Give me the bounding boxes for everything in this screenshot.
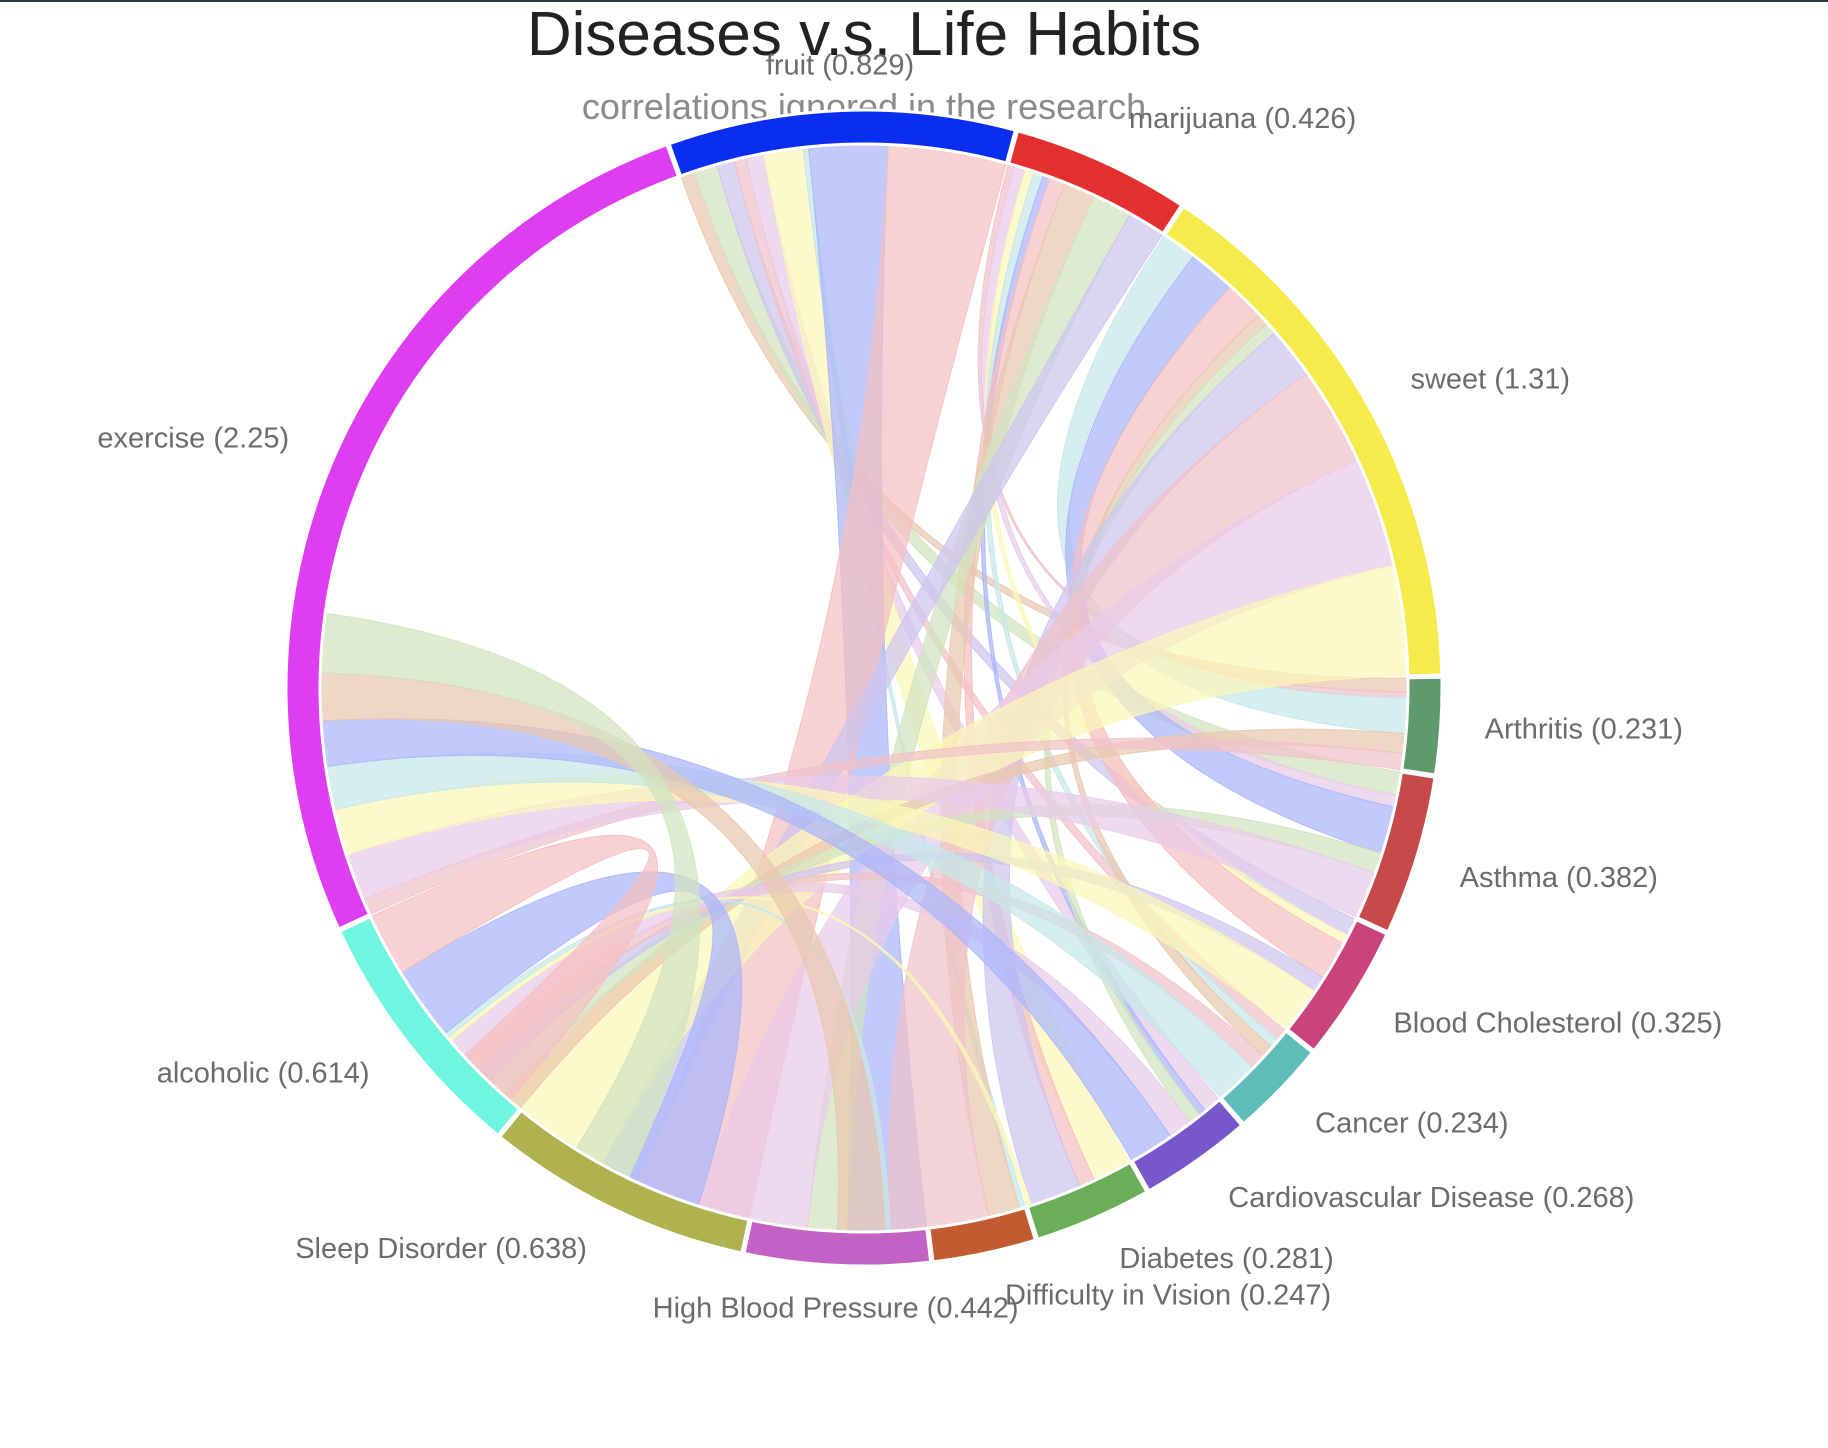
chart-title: Diseases v.s. Life Habits — [526, 0, 1202, 69]
arc-high-blood-pressure[interactable] — [742, 1218, 933, 1268]
arc-diabetes[interactable] — [1025, 1160, 1149, 1242]
arc-alcoholic[interactable] — [337, 914, 522, 1138]
arc-sleep-disorder[interactable] — [497, 1108, 751, 1255]
label-arthritis: Arthritis (0.231) — [1485, 713, 1683, 745]
group-arcs-layer — [284, 108, 1444, 1268]
label-exercise: exercise (2.25) — [97, 422, 289, 454]
group-labels-layer: fruit (0.829) marijuana (0.426) sweet (1.3… — [97, 49, 1722, 1324]
arc-difficulty-in-vision[interactable] — [927, 1205, 1038, 1264]
label-blood-cholesterol: Blood Cholesterol (0.325) — [1393, 1008, 1722, 1040]
label-cancer: Cancer (0.234) — [1315, 1108, 1508, 1140]
label-difficulty-in-vision: Difficulty in Vision (0.247) — [1005, 1280, 1331, 1312]
arc-asthma[interactable] — [1355, 770, 1437, 934]
label-fruit: fruit (0.829) — [766, 49, 914, 81]
arc-exercise[interactable] — [284, 142, 681, 931]
arc-fruit[interactable] — [667, 108, 1018, 178]
arc-sweet[interactable] — [1162, 204, 1444, 678]
label-high-blood-pressure: High Blood Pressure (0.442) — [653, 1292, 1019, 1324]
arc-marijuana[interactable] — [1006, 128, 1184, 236]
label-asthma: Asthma (0.382) — [1460, 862, 1658, 894]
label-cardiovascular-disease: Cardiovascular Disease (0.268) — [1228, 1182, 1634, 1214]
arc-cardiovascular-disease[interactable] — [1130, 1097, 1244, 1193]
label-sleep-disorder: Sleep Disorder (0.638) — [295, 1233, 587, 1265]
arc-arthritis[interactable] — [1400, 675, 1444, 777]
label-sweet: sweet (1.31) — [1410, 364, 1570, 396]
ribbons-layer — [319, 143, 1409, 1233]
top-border — [0, 0, 1828, 2]
arc-cancer[interactable] — [1219, 1029, 1315, 1127]
label-diabetes: Diabetes (0.281) — [1119, 1243, 1333, 1275]
label-alcoholic: alcoholic (0.614) — [157, 1058, 370, 1090]
label-marijuana: marijuana (0.426) — [1129, 103, 1356, 135]
arc-blood-cholesterol[interactable] — [1285, 917, 1390, 1053]
